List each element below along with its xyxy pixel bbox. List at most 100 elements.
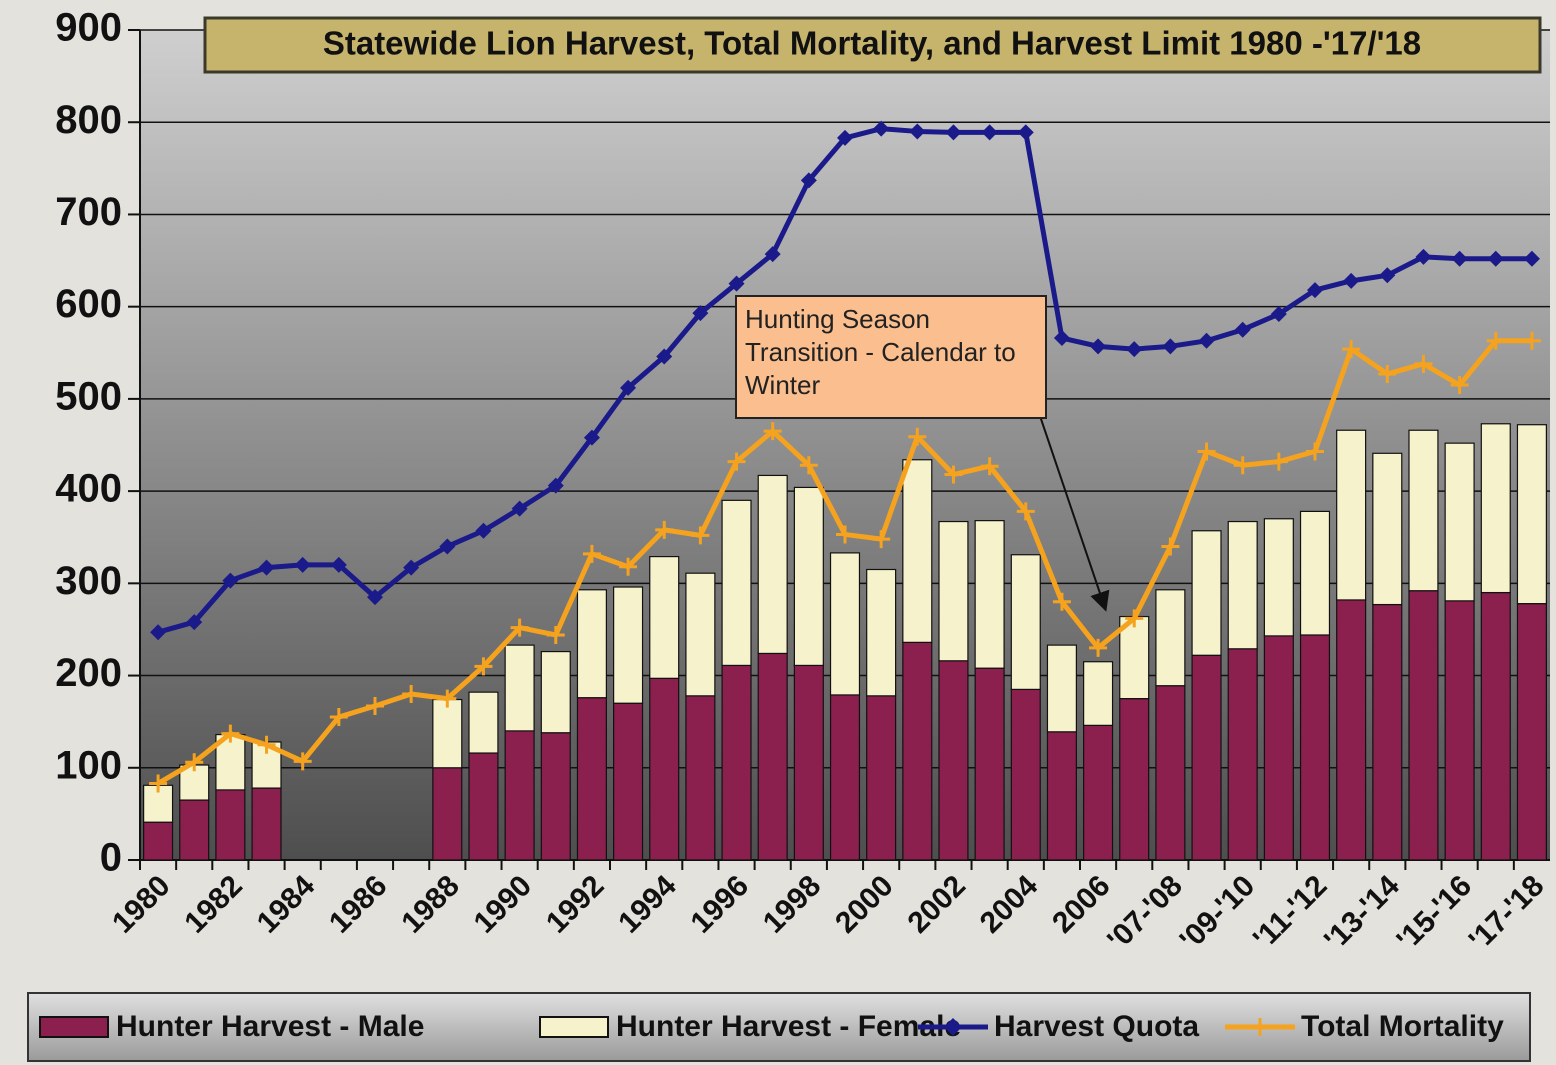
y-tick-label: 600 [55, 282, 122, 326]
point-marker [1089, 638, 1108, 657]
point-marker [837, 129, 853, 146]
point-marker [655, 520, 674, 539]
point-marker [799, 456, 818, 475]
bar-segment [938, 660, 969, 861]
x-tick-label: 1996 [685, 869, 756, 940]
bar-segment [576, 589, 607, 699]
bar-segment [1372, 452, 1403, 606]
point-marker [221, 724, 240, 743]
point-marker [1414, 354, 1433, 373]
point-marker [692, 305, 709, 322]
point-marker [1162, 338, 1179, 355]
point-marker [1090, 338, 1107, 355]
point-marker [1197, 442, 1216, 461]
bar-segment [1408, 590, 1439, 861]
point-marker [1342, 340, 1361, 359]
y-tick-label: 0 [100, 836, 122, 880]
x-tick-label: 2002 [901, 869, 972, 940]
point-marker [438, 689, 457, 708]
point-marker [1378, 364, 1397, 383]
bar-segment [649, 555, 680, 679]
point-marker [691, 526, 710, 545]
bar-segment [938, 520, 969, 662]
point-marker [800, 172, 817, 189]
point-marker [1270, 306, 1287, 323]
point-marker [619, 557, 638, 576]
y-tick-label: 200 [55, 651, 122, 695]
bar-segment [504, 644, 535, 732]
bar-segment [613, 702, 644, 861]
annotation: Hunting Season Transition - Calendar to … [735, 295, 1047, 419]
point-marker [1269, 452, 1288, 471]
bar-segment [1299, 634, 1331, 861]
point-marker [150, 624, 167, 641]
bar-segment [721, 664, 752, 861]
point-marker [764, 246, 781, 263]
point-marker [510, 618, 529, 637]
point-marker [546, 625, 565, 644]
bar-segment [829, 694, 861, 861]
bar-segment [1119, 615, 1150, 700]
legend-swatch [539, 1016, 609, 1038]
bar-segment [1227, 648, 1258, 861]
point-marker [1486, 331, 1505, 350]
bar-segment [866, 695, 897, 861]
point-marker [873, 120, 890, 137]
bar-segment [251, 787, 282, 861]
bar-segment [215, 789, 246, 861]
point-marker [511, 500, 528, 517]
bar-segment [1516, 603, 1547, 861]
bar-segment [1263, 518, 1294, 637]
legend-marker [1251, 1018, 1269, 1036]
bar-segment [1480, 591, 1511, 861]
point-marker [439, 538, 456, 555]
x-tick-label: 2004 [974, 869, 1045, 940]
point-marker [583, 429, 600, 446]
x-tick-label: 1982 [178, 869, 249, 940]
bar-segment [540, 650, 571, 734]
x-tick-label: 1994 [612, 869, 683, 940]
bar-segment [1155, 589, 1186, 687]
point-marker [1052, 592, 1071, 611]
point-marker [836, 525, 854, 544]
bar-segment [1083, 661, 1114, 726]
legend-label: Hunter Harvest - Female [616, 1010, 961, 1043]
bar-segment [902, 641, 933, 861]
point-marker [944, 465, 963, 484]
point-marker [1522, 331, 1541, 350]
x-tick-label: 1984 [251, 869, 322, 940]
bar-segment [1480, 423, 1511, 594]
point-marker [1306, 442, 1324, 461]
bar-segment [757, 652, 788, 861]
point-marker [367, 589, 383, 606]
point-marker [1487, 250, 1504, 267]
bar-segment [1046, 731, 1077, 861]
point-marker [656, 348, 673, 365]
bar-segment [468, 691, 499, 754]
point-marker [1343, 272, 1360, 289]
point-marker [980, 457, 999, 476]
point-marker [981, 124, 998, 141]
y-tick-label: 700 [55, 190, 122, 234]
point-marker [402, 685, 421, 703]
point-marker [1198, 332, 1215, 349]
bar-segment [1119, 698, 1150, 861]
point-marker [258, 559, 275, 576]
point-marker [1126, 341, 1143, 358]
point-marker [294, 556, 311, 573]
y-tick-label: 500 [55, 374, 122, 418]
point-marker [1451, 250, 1468, 267]
bar-segment [179, 799, 210, 861]
bar-segment [468, 752, 499, 861]
x-tick-label: '15-'16 [1390, 869, 1478, 957]
bar-segment [1227, 520, 1258, 650]
point-marker [728, 275, 745, 292]
bar-segment [1516, 424, 1547, 605]
x-tick-label: 1992 [540, 869, 611, 940]
bar-segment [1191, 530, 1222, 656]
point-marker [474, 657, 493, 676]
bar-segment [793, 486, 824, 667]
bar-segment [793, 664, 824, 861]
point-marker [1450, 376, 1469, 395]
